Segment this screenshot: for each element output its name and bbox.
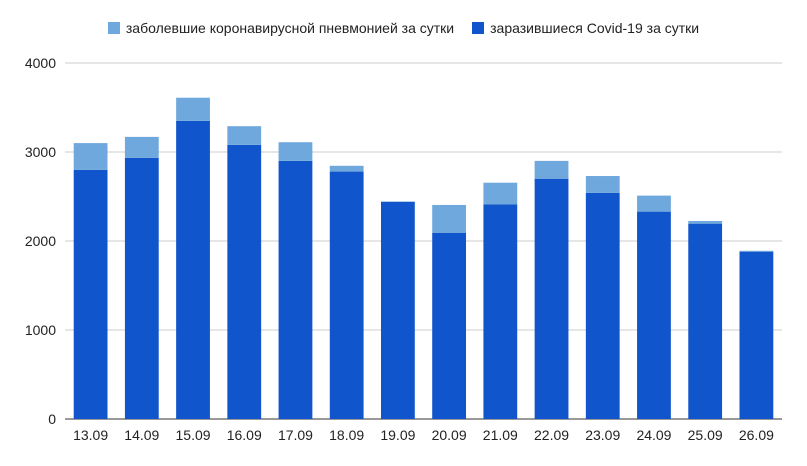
bar-pneumonia xyxy=(176,97,210,121)
y-axis: 0 1000 2000 3000 4000 xyxy=(25,55,56,427)
legend-label-covid: заразившиеся Covid-19 за сутки xyxy=(490,20,700,36)
x-tick-label: 26.09 xyxy=(739,427,774,443)
bar-pneumonia xyxy=(227,126,262,145)
x-tick-label: 25.09 xyxy=(688,427,723,443)
y-tick-label: 3000 xyxy=(25,144,56,160)
bar-covid xyxy=(637,211,671,419)
x-tick-label: 16.09 xyxy=(227,427,262,443)
x-tick-label: 22.09 xyxy=(534,427,569,443)
bar-covid xyxy=(739,251,774,419)
x-tick-label: 13.09 xyxy=(73,427,108,443)
bar-covid xyxy=(688,223,723,419)
bar-pneumonia xyxy=(739,250,774,252)
bar-pneumonia xyxy=(73,143,108,170)
bar-covid xyxy=(380,201,415,419)
bar-covid xyxy=(278,160,313,419)
y-tick-label: 1000 xyxy=(25,322,56,338)
legend-item-pneumonia: заболевшие коронавирусной пневмонией за … xyxy=(107,20,455,36)
bar-covid xyxy=(73,169,108,419)
gridlines xyxy=(65,62,782,420)
x-tick-label: 24.09 xyxy=(636,427,671,443)
bar-covid xyxy=(329,171,364,419)
x-tick-label: 15.09 xyxy=(176,427,211,443)
x-tick-label: 23.09 xyxy=(585,427,620,443)
bars xyxy=(73,97,774,419)
bar-covid xyxy=(176,120,210,419)
bar-covid xyxy=(124,157,159,419)
x-tick-label: 14.09 xyxy=(124,427,159,443)
bar-pneumonia xyxy=(585,176,620,193)
bar-pneumonia xyxy=(534,160,569,179)
bar-pneumonia xyxy=(637,195,671,212)
x-tick-label: 17.09 xyxy=(278,427,313,443)
bar-pneumonia xyxy=(688,220,723,224)
bar-pneumonia xyxy=(483,182,518,205)
y-tick-label: 2000 xyxy=(25,233,56,249)
legend-item-covid: заразившиеся Covid-19 за сутки xyxy=(472,20,699,36)
legend-label-pneumonia: заболевшие коронавирусной пневмонией за … xyxy=(125,20,455,36)
legend-swatch-pneumonia xyxy=(107,22,120,34)
x-tick-label: 21.09 xyxy=(483,427,518,443)
bar-pneumonia xyxy=(124,136,159,158)
bar-covid xyxy=(227,144,262,419)
bar-covid xyxy=(585,192,620,419)
chart-legend: заболевшие коронавирусной пневмонией за … xyxy=(0,20,807,36)
x-tick-label: 20.09 xyxy=(432,427,467,443)
bar-covid xyxy=(483,204,518,419)
bar-pneumonia xyxy=(278,142,313,161)
x-tick-label: 19.09 xyxy=(380,427,415,443)
bar-pneumonia xyxy=(432,204,467,233)
x-axis: 13.09 14.09 15.09 16.09 17.09 18.09 19.09 20.09… xyxy=(73,427,774,443)
y-tick-label: 4000 xyxy=(25,55,56,71)
bar-covid xyxy=(432,232,467,419)
x-tick-label: 18.09 xyxy=(329,427,364,443)
bar-covid xyxy=(534,178,569,419)
legend-swatch-covid xyxy=(472,22,485,34)
y-tick-label: 0 xyxy=(48,411,56,427)
bar-pneumonia xyxy=(329,165,364,172)
